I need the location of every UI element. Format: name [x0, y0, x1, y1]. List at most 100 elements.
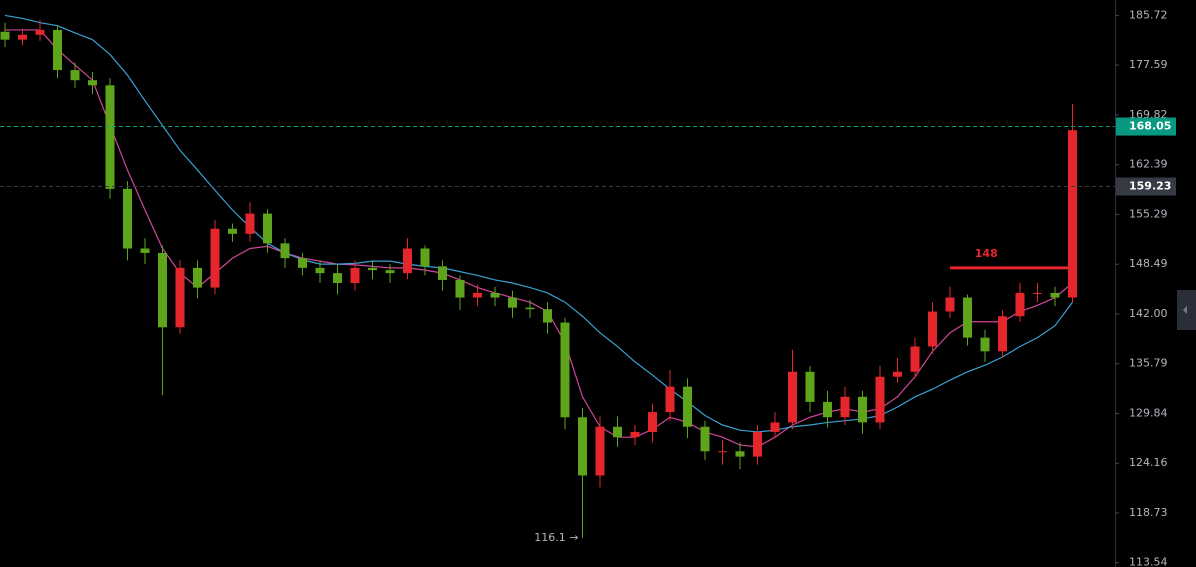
- candle: [105, 78, 115, 199]
- candle-body: [140, 248, 150, 253]
- candle: [455, 275, 465, 310]
- candle-body: [0, 31, 10, 40]
- candle-body: [508, 297, 517, 308]
- candle-body: [175, 267, 185, 328]
- candle-body: [1015, 292, 1025, 317]
- candle: [823, 390, 832, 428]
- candle-body: [788, 371, 797, 423]
- candle-body: [228, 228, 237, 234]
- candle-body: [613, 426, 622, 438]
- candle: [368, 260, 377, 280]
- candle-body: [718, 451, 727, 453]
- candle: [718, 439, 727, 465]
- candle: [683, 378, 692, 439]
- candle: [298, 252, 307, 276]
- candle: [700, 420, 710, 461]
- candle-body: [35, 29, 45, 35]
- candle: [1015, 282, 1025, 322]
- candle-body: [158, 252, 167, 328]
- price-badge-label: 168.05: [1129, 120, 1171, 133]
- candle: [928, 302, 937, 354]
- candle: [438, 260, 447, 291]
- candle-body: [70, 70, 80, 81]
- candle-body: [858, 396, 867, 423]
- candle-body: [525, 307, 535, 310]
- candle-body: [735, 451, 745, 457]
- candle-body: [438, 266, 447, 280]
- candle: [473, 284, 482, 307]
- moving-average: [4, 14, 1073, 433]
- y-tick-label: 155.29: [1129, 207, 1168, 220]
- y-tick-label: 185.72: [1129, 8, 1168, 21]
- candle: [840, 386, 850, 426]
- candle-body: [245, 213, 255, 234]
- candle: [578, 407, 587, 538]
- candle: [315, 260, 325, 283]
- candle-body: [875, 376, 885, 423]
- candle-body: [473, 292, 482, 298]
- candle: [280, 238, 290, 268]
- candle-body: [665, 386, 675, 413]
- y-tick-label: 129.84: [1129, 406, 1168, 419]
- candle-body: [105, 85, 115, 189]
- candle-body: [368, 267, 377, 271]
- candle-body: [298, 258, 307, 268]
- candle: [350, 260, 360, 291]
- candle-body: [928, 311, 937, 347]
- candle-body: [893, 371, 902, 377]
- candle-body: [840, 396, 850, 418]
- candle-body: [385, 270, 395, 274]
- candle: [403, 238, 412, 280]
- candle-body: [560, 322, 570, 418]
- candle: [245, 202, 255, 242]
- candle: [595, 416, 605, 488]
- candle: [88, 71, 97, 95]
- y-tick-label: 148.49: [1129, 257, 1168, 270]
- candle: [998, 309, 1007, 358]
- candle-body: [648, 412, 657, 432]
- candle: [648, 403, 657, 443]
- candle-body: [420, 248, 430, 267]
- candle-body: [455, 279, 465, 298]
- candle: [263, 209, 272, 253]
- candle: [858, 390, 867, 434]
- price-badge: [1116, 117, 1176, 136]
- candle-body: [210, 228, 220, 288]
- candle-body: [18, 34, 27, 40]
- candle: [18, 28, 27, 46]
- candle-body: [1050, 292, 1060, 298]
- low-marker-label: 116.1 →: [534, 531, 578, 544]
- candle: [1050, 286, 1060, 307]
- candle-body: [403, 248, 412, 274]
- candle-body: [683, 386, 692, 427]
- candle-body: [700, 426, 710, 452]
- candle: [35, 19, 45, 41]
- candle-body: [53, 29, 62, 71]
- scroll-arrow: [1183, 306, 1187, 314]
- candle: [543, 302, 552, 334]
- candle: [333, 264, 342, 295]
- candle-body: [315, 267, 325, 274]
- candle: [805, 366, 815, 413]
- candle-body: [753, 431, 762, 457]
- candle-body: [980, 337, 990, 352]
- level-label: 148: [975, 247, 998, 260]
- candle: [490, 286, 500, 307]
- y-tick-label: 162.39: [1129, 158, 1168, 171]
- candle: [735, 442, 745, 470]
- candle-body: [123, 188, 132, 249]
- candle-body: [280, 243, 290, 259]
- candle: [945, 286, 955, 318]
- y-tick-label: 135.79: [1129, 357, 1168, 370]
- candle: [0, 22, 10, 48]
- candle: [875, 366, 885, 430]
- candle-body: [1068, 130, 1077, 298]
- candle: [613, 416, 622, 447]
- candle: [788, 349, 797, 430]
- candle: [175, 260, 185, 334]
- candle: [123, 181, 132, 261]
- candle: [753, 425, 762, 465]
- candle: [770, 412, 780, 439]
- candle: [1068, 103, 1077, 303]
